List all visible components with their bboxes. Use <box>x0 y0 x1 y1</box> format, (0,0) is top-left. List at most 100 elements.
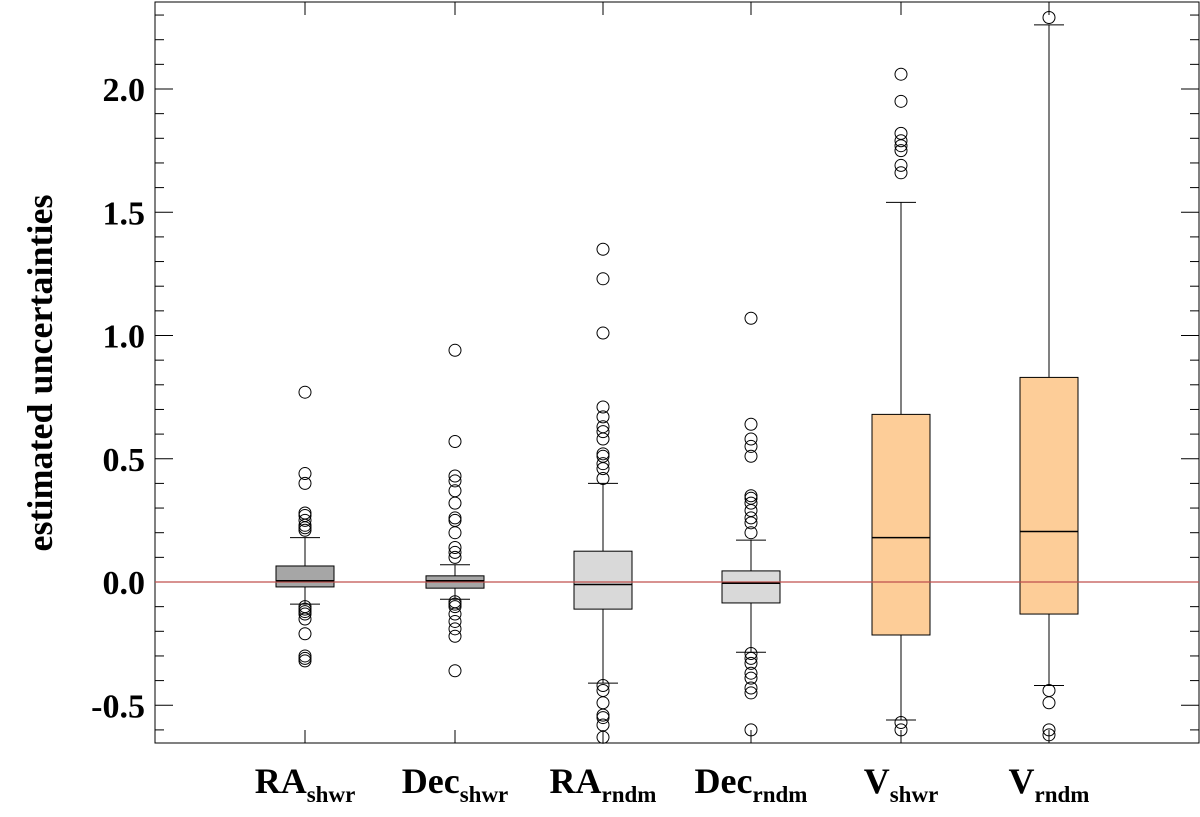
y-tick-label: 1.0 <box>103 319 146 356</box>
outlier-point <box>1042 723 1056 737</box>
outlier-point <box>744 489 758 503</box>
x-category-label: Decshwr <box>402 761 509 807</box>
outlier-point <box>894 166 908 180</box>
y-tick-label: -0.5 <box>91 688 145 725</box>
y-tick-label: 2.0 <box>103 72 146 109</box>
y-tick-label: 1.5 <box>103 195 146 232</box>
outlier-point <box>744 651 758 665</box>
outlier-point <box>298 607 312 621</box>
outlier-point <box>448 622 462 636</box>
x-category-label: RArndm <box>550 761 657 807</box>
y-tick-label: 0.0 <box>103 565 146 602</box>
x-category-label: RAshwr <box>255 761 356 807</box>
x-category-label: Vrndm <box>1009 761 1090 807</box>
outlier-point <box>744 439 758 453</box>
outlier-point <box>744 311 758 325</box>
outlier-point <box>744 666 758 680</box>
outlier-point <box>448 474 462 488</box>
outlier-point <box>596 425 610 439</box>
outlier-point <box>298 612 312 626</box>
outlier-point <box>448 540 462 554</box>
outlier-point <box>298 521 312 535</box>
outlier-point <box>448 614 462 628</box>
outlier-point <box>596 711 610 725</box>
outlier-point <box>596 696 610 710</box>
outlier-point <box>894 144 908 158</box>
outlier-point <box>596 242 610 256</box>
box-iqr <box>871 413 931 636</box>
outlier-point <box>1042 728 1056 742</box>
outlier-point <box>448 343 462 357</box>
outlier-point <box>744 511 758 525</box>
outlier-point <box>1042 683 1056 697</box>
box-iqr <box>1019 376 1079 615</box>
outlier-point <box>894 723 908 737</box>
outlier-point <box>744 496 758 510</box>
outlier-point <box>744 526 758 540</box>
outlier-point <box>298 513 312 527</box>
outlier-point <box>894 158 908 172</box>
outlier-point <box>448 600 462 614</box>
outlier-point <box>894 134 908 148</box>
outlier-point <box>448 545 462 559</box>
outlier-point <box>448 511 462 525</box>
outlier-point <box>744 681 758 695</box>
outlier-point <box>596 432 610 446</box>
outlier-point <box>448 664 462 678</box>
outlier-point <box>744 686 758 700</box>
box-v-rndm <box>1019 11 1079 742</box>
y-tick-label: 0.5 <box>103 442 146 479</box>
outlier-point <box>298 385 312 399</box>
outlier-point <box>298 654 312 668</box>
outlier-point <box>448 496 462 510</box>
outlier-point <box>596 679 610 693</box>
outlier-point <box>596 400 610 414</box>
outlier-point <box>744 646 758 660</box>
outlier-point <box>894 67 908 81</box>
outlier-point <box>596 730 610 744</box>
outlier-point <box>448 607 462 621</box>
outlier-point <box>894 126 908 140</box>
box-ra-shwr <box>275 385 335 668</box>
outlier-point <box>298 467 312 481</box>
outlier-point <box>596 449 610 463</box>
outlier-point <box>298 506 312 520</box>
box-ra-rndm <box>573 242 633 744</box>
outlier-point <box>744 449 758 463</box>
outlier-point <box>596 457 610 471</box>
box-dec-rndm <box>721 311 781 737</box>
outlier-point <box>298 476 312 490</box>
box-iqr <box>275 565 335 588</box>
outlier-point <box>744 504 758 518</box>
outlier-point <box>448 629 462 643</box>
outlier-point <box>744 417 758 431</box>
outlier-point <box>894 139 908 153</box>
outlier-point <box>1042 696 1056 710</box>
box-iqr <box>721 570 781 604</box>
outlier-point <box>448 526 462 540</box>
outlier-point <box>448 550 462 564</box>
outlier-point <box>744 432 758 446</box>
outlier-point <box>1042 11 1056 25</box>
box-v-shwr <box>871 67 931 737</box>
y-axis-title: estimated uncertainties <box>20 195 60 552</box>
outlier-point <box>596 471 610 485</box>
outlier-point <box>744 656 758 670</box>
x-category-label: Vshwr <box>864 761 939 807</box>
outlier-point <box>744 723 758 737</box>
outlier-point <box>744 516 758 530</box>
outlier-point <box>894 94 908 108</box>
outlier-point <box>894 716 908 730</box>
outlier-point <box>448 434 462 448</box>
outlier-point <box>298 651 312 665</box>
x-category-label: Decrndm <box>695 761 808 807</box>
box-dec-shwr <box>425 343 485 678</box>
plot-frame <box>154 1 1200 744</box>
outlier-point <box>596 462 610 476</box>
outlier-point <box>448 513 462 527</box>
outlier-point <box>448 469 462 483</box>
outlier-point <box>596 410 610 424</box>
outlier-point <box>596 326 610 340</box>
outlier-point <box>298 523 312 537</box>
